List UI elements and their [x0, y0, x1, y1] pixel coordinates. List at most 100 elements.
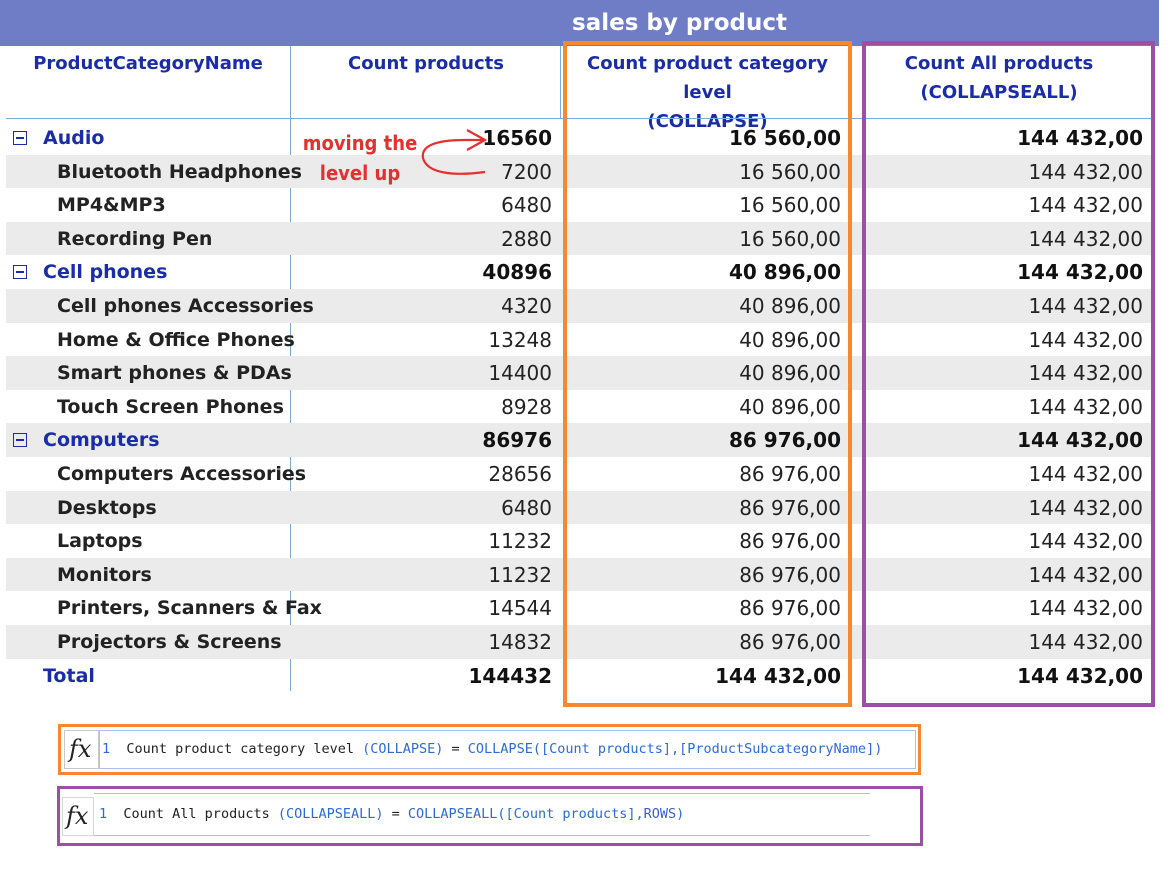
count-products-cell: 6480	[501, 495, 552, 520]
visual-title: sales by product	[572, 10, 787, 36]
count-products-cell: 14400	[488, 361, 552, 386]
fx-button[interactable]: fx	[62, 797, 94, 836]
collapseall-cell: 144 432,00	[1028, 630, 1143, 654]
row-label: Recording Pen	[57, 227, 213, 250]
row-label: Monitors	[57, 563, 152, 586]
header-label-line2: (COLLAPSE)	[647, 111, 768, 132]
table-row[interactable]: Smart phones & PDAs 14400 40 896,00 144 432…	[6, 356, 1151, 390]
table-row[interactable]: Touch Screen Phones 8928 40 896,00 144 432,…	[6, 390, 1151, 424]
row-label: Cell phones Accessories	[57, 295, 314, 317]
category-row[interactable]: Audio 16560 16 560,00 144 432,00	[6, 121, 1151, 155]
table-row[interactable]: MP4&MP3 6480 16 560,00 144 432,00	[6, 188, 1151, 222]
collapse-cell: 40 896,00	[739, 327, 841, 352]
collapseall-cell: 144 432,00	[1028, 159, 1143, 184]
row-label: Cell phones	[43, 261, 168, 284]
measure-paren: (COLLAPSEALL)	[277, 806, 384, 822]
category-row[interactable]: Computers 86976 86 976,00 144 432,00	[6, 423, 1151, 457]
collapse-cell: 40 896,00	[739, 294, 841, 318]
collapse-cell: 86 976,00	[739, 462, 841, 486]
annotation-line1: moving the	[302, 131, 418, 155]
count-products-cell: 144432	[468, 663, 553, 688]
table-row[interactable]: Laptops 11232 86 976,00 144 432,00	[6, 524, 1151, 558]
header-count-all-products[interactable]: Count All products (COLLAPSEALL)	[862, 49, 1136, 107]
collapseall-cell: 144 432,00	[1028, 226, 1143, 251]
count-products-cell: 8928	[501, 394, 552, 419]
line-number: 1	[99, 806, 108, 822]
header-label: Count products	[348, 53, 504, 74]
row-label: Total	[43, 664, 95, 687]
collapse-cell: 144 432,00	[715, 663, 841, 688]
fx-icon: fx	[66, 802, 89, 830]
header-count-products[interactable]: Count products	[292, 49, 560, 78]
count-products-cell: 13248	[488, 327, 552, 352]
collapseall-cell: 144 432,00	[1017, 663, 1143, 688]
function-args: ([Count products],[ProductSubcategoryNam…	[532, 741, 883, 757]
row-label: Desktops	[57, 496, 157, 519]
count-products-cell: 2880	[501, 226, 552, 251]
function-name: COLLAPSE	[467, 741, 533, 757]
formula-bar-collapse: fx 1 Count product category level (COLLA…	[58, 724, 921, 775]
row-label: Computers	[43, 429, 160, 452]
formula-code: 1 Count All products (COLLAPSEALL) = COL…	[99, 806, 684, 822]
measure-name: Count product category level	[126, 741, 354, 757]
total-row[interactable]: Total 144432 144 432,00 144 432,00	[6, 659, 1151, 693]
count-products-cell: 86976	[482, 428, 552, 453]
row-label: MP4&MP3	[57, 194, 166, 217]
collapseall-cell: 144 432,00	[1028, 294, 1143, 318]
collapseall-cell: 144 432,00	[1017, 428, 1143, 453]
row-label: Home & Office Phones	[57, 328, 295, 351]
table-row[interactable]: Computers Accessories 28656 86 976,00 144 4…	[6, 457, 1151, 491]
collapseall-cell: 144 432,00	[1028, 495, 1143, 520]
table-row[interactable]: Home & Office Phones 13248 40 896,00 144 43…	[6, 323, 1151, 357]
collapse-cell: 86 976,00	[739, 529, 841, 554]
count-products-cell: 14544	[488, 596, 552, 621]
table-row[interactable]: Desktops 6480 86 976,00 144 432,00	[6, 490, 1151, 525]
collapseall-cell: 144 432,00	[1028, 394, 1143, 419]
collapse-cell: 86 976,00	[739, 562, 841, 587]
annotation-text: moving the level up	[300, 128, 420, 188]
function-name: COLLAPSEALL	[407, 806, 498, 822]
collapseall-column-highlight	[862, 41, 1155, 707]
table-row[interactable]: Cell phones Accessories 4320 40 896,00 144 …	[6, 289, 1151, 323]
collapse-cell: 86 976,00	[729, 428, 841, 453]
measure-name: Count All products	[123, 806, 270, 822]
formula-editor[interactable]: 1 Count All products (COLLAPSEALL) = COL…	[94, 793, 870, 836]
header-product-category-name[interactable]: ProductCategoryName	[6, 49, 290, 78]
collapseall-cell: 144 432,00	[1028, 462, 1143, 486]
collapse-minus-icon[interactable]	[13, 265, 27, 280]
header-count-product-category-level[interactable]: Count product category level (COLLAPSE)	[565, 49, 850, 136]
row-label: Smart phones & PDAs	[57, 362, 292, 385]
function-args-b: )	[676, 806, 685, 822]
formula-editor[interactable]: 1 Count product category level (COLLAPSE…	[99, 730, 916, 769]
collapse-column-highlight	[563, 41, 852, 707]
table-row[interactable]: Recording Pen 2880 16 560,00 144 432,00	[6, 221, 1151, 256]
function-args-a: ([Count products],	[497, 806, 644, 822]
table-row[interactable]: Printers, Scanners & Fax 14544 86 976,00 14…	[6, 591, 1151, 625]
row-label: Projectors & Screens	[57, 631, 282, 653]
collapse-cell: 40 896,00	[739, 394, 841, 419]
collapse-cell: 86 976,00	[739, 630, 841, 654]
visual-title-bar	[0, 0, 1159, 46]
collapseall-cell: 144 432,00	[1017, 126, 1143, 150]
category-row[interactable]: Cell phones 40896 40 896,00 144 432,00	[6, 255, 1151, 289]
row-label: Printers, Scanners & Fax	[57, 597, 322, 620]
row-label: Bluetooth Headphones	[57, 160, 302, 183]
column-divider	[560, 46, 561, 118]
count-products-cell: 6480	[501, 193, 552, 218]
table-row[interactable]: Monitors 11232 86 976,00 144 432,00	[6, 557, 1151, 592]
count-products-cell: 4320	[501, 294, 552, 318]
collapseall-cell: 144 432,00	[1028, 193, 1143, 218]
formula-bar-collapseall: fx 1 Count All products (COLLAPSEALL) = …	[57, 786, 923, 846]
header-label-line2: (COLLAPSEALL)	[920, 82, 1078, 103]
table-row[interactable]: Projectors & Screens 14832 86 976,00 144 43…	[6, 625, 1151, 659]
collapseall-cell: 144 432,00	[1028, 361, 1143, 386]
fx-button[interactable]: fx	[64, 730, 99, 769]
count-products-cell: 14832	[488, 630, 552, 654]
collapse-minus-icon[interactable]	[13, 433, 27, 448]
count-products-cell: 7200	[501, 159, 552, 184]
function-args-keyword: ROWS	[643, 806, 677, 822]
collapse-minus-icon[interactable]	[13, 131, 27, 145]
annotation-line2: level up	[319, 161, 401, 185]
table-row[interactable]: Bluetooth Headphones 7200 16 560,00 144 432…	[6, 154, 1151, 189]
collapse-cell: 86 976,00	[739, 596, 841, 621]
